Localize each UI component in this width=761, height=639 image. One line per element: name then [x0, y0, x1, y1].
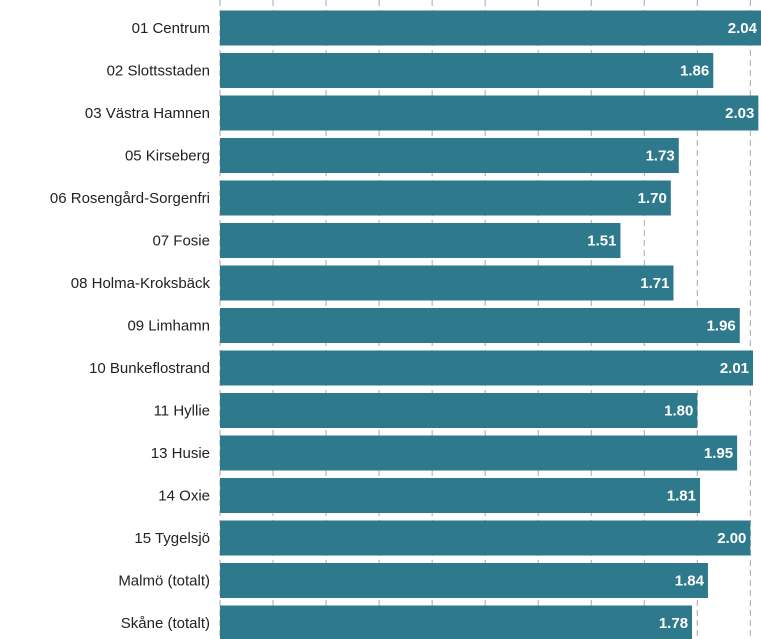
- category-label: Skåne (totalt): [121, 615, 210, 632]
- category-label: 09 Limhamn: [127, 317, 210, 334]
- value-label: 2.00: [717, 530, 746, 547]
- bar: [220, 308, 740, 343]
- bar: [220, 10, 761, 46]
- value-label: 1.95: [704, 445, 733, 462]
- value-label: 1.73: [646, 147, 675, 164]
- category-label: 08 Holma-Kroksbäck: [71, 275, 211, 292]
- bar: [220, 223, 621, 258]
- value-label: 1.70: [638, 190, 667, 207]
- category-label: Malmö (totalt): [118, 572, 210, 589]
- category-label: 14 Oxie: [158, 487, 210, 504]
- category-label: 05 Kirseberg: [125, 147, 210, 164]
- bar: [220, 393, 698, 428]
- bar: [220, 563, 708, 598]
- category-label: 07 Fosie: [152, 232, 210, 249]
- value-label: 1.84: [675, 572, 705, 589]
- bar: [220, 180, 671, 216]
- value-label: 1.86: [680, 62, 709, 79]
- value-label: 1.71: [640, 275, 669, 292]
- bar: [220, 53, 714, 88]
- value-label: 1.96: [707, 317, 736, 334]
- category-label: 03 Västra Hamnen: [85, 105, 210, 122]
- bar: [220, 605, 693, 639]
- category-label: 10 Bunkeflostrand: [89, 360, 210, 377]
- category-label: 02 Slottsstaden: [107, 62, 210, 79]
- bar: [220, 138, 679, 173]
- category-label: 15 Tygelsjö: [134, 530, 210, 547]
- bar: [220, 435, 738, 471]
- value-label: 2.04: [728, 20, 758, 37]
- value-label: 1.81: [667, 487, 696, 504]
- bar: [220, 350, 754, 386]
- category-label: 13 Husie: [151, 445, 210, 462]
- bar: [220, 265, 674, 301]
- value-label: 2.03: [725, 105, 754, 122]
- category-label: 11 Hyllie: [154, 402, 210, 419]
- value-label: 1.51: [587, 232, 616, 249]
- bar: [220, 95, 759, 131]
- bar: [220, 520, 751, 556]
- value-label: 2.01: [720, 360, 749, 377]
- value-label: 1.78: [659, 615, 688, 632]
- value-label: 1.80: [664, 402, 693, 419]
- category-label: 01 Centrum: [132, 20, 210, 37]
- category-label: 06 Rosengård-Sorgenfri: [50, 190, 210, 207]
- bar: [220, 478, 701, 513]
